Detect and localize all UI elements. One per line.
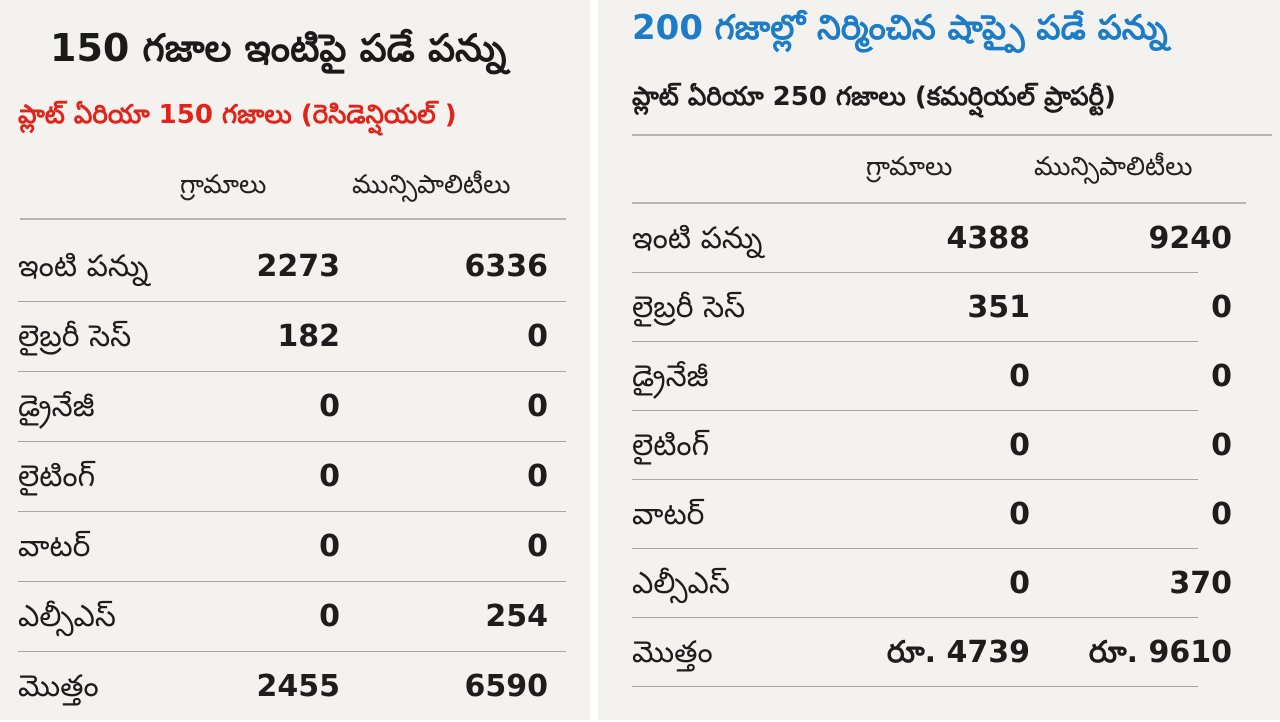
left-panel-subtitle: ప్లాట్ ఏరియా 150 గజాలు (రెసిడెన్షియల్ ) [18, 100, 457, 130]
row-label: డ్రైనేజీ [632, 359, 709, 394]
table-row: ఎల్సీఎస్ 0 254 [18, 582, 566, 652]
municipalities-value: 0 [527, 319, 548, 354]
villages-value: 0 [319, 529, 340, 564]
row-divider [18, 371, 566, 372]
row-divider [632, 341, 1198, 342]
row-divider [18, 651, 566, 652]
table-row: లైబ్రరీ సెస్ 351 0 [632, 273, 1232, 342]
table-row: ఇంటి పన్ను 2273 6336 [18, 232, 566, 302]
row-divider [18, 301, 566, 302]
left-col-municipalities-header: మున్సిపాలిటీలు [352, 170, 511, 200]
row-label: ఎల్సీఎస్ [18, 599, 116, 634]
table-row: మొత్తం 2455 6590 [18, 652, 566, 722]
residential-tax-panel: 150 గజాల ఇంటిపై పడే పన్ను ప్లాట్ ఏరియా 1… [0, 0, 590, 720]
row-label: ఎల్సీఎస్ [632, 566, 730, 601]
municipalities-value: 0 [527, 529, 548, 564]
row-divider [632, 410, 1198, 411]
municipalities-value: రూ. 9610 [1088, 635, 1232, 670]
villages-value: 351 [967, 290, 1030, 325]
municipalities-value: 9240 [1148, 221, 1233, 256]
left-panel-title: 150 గజాల ఇంటిపై పడే పన్ను [50, 26, 507, 70]
villages-value: 0 [319, 459, 340, 494]
right-header-rule [632, 202, 1246, 204]
villages-value: 0 [1009, 497, 1030, 532]
row-label: లైబ్రరీ సెస్ [18, 319, 132, 354]
row-label: లైబ్రరీ సెస్ [632, 290, 746, 325]
row-label: మొత్తం [18, 669, 99, 704]
row-label: మొత్తం [632, 635, 713, 670]
row-divider [632, 548, 1198, 549]
right-panel-subtitle: ప్లాట్ ఏరియా 250 గజాలు (కమర్షియల్ ప్రాపర… [632, 82, 1116, 112]
left-col-villages-header: గ్రామాలు [180, 170, 267, 200]
row-label: లైటింగ్ [18, 459, 96, 494]
right-subtitle-rule [632, 134, 1272, 136]
row-divider [632, 479, 1198, 480]
villages-value: 2455 [256, 669, 341, 704]
table-row: డ్రైనేజీ 0 0 [18, 372, 566, 442]
villages-value: 182 [277, 319, 340, 354]
right-panel-title: 200 గజాల్లో నిర్మించిన షాప్పై పడే పన్ను [632, 8, 1168, 48]
villages-value: రూ. 4739 [886, 635, 1030, 670]
table-row: లైబ్రరీ సెస్ 182 0 [18, 302, 566, 372]
row-divider [632, 686, 1198, 687]
row-divider [632, 272, 1198, 273]
municipalities-value: 254 [485, 599, 548, 634]
villages-value: 0 [319, 389, 340, 424]
municipalities-value: 370 [1169, 566, 1232, 601]
table-row: లైటింగ్ 0 0 [18, 442, 566, 512]
municipalities-value: 6590 [464, 669, 549, 704]
table-row: వాటర్ 0 0 [18, 512, 566, 582]
municipalities-value: 0 [1211, 359, 1232, 394]
table-row: డ్రైనేజీ 0 0 [632, 342, 1232, 411]
villages-value: 0 [1009, 359, 1030, 394]
table-row: లైటింగ్ 0 0 [632, 411, 1232, 480]
table-row: మొత్తం రూ. 4739 రూ. 9610 [632, 618, 1232, 687]
right-col-villages-header: గ్రామాలు [866, 152, 953, 182]
row-label: లైటింగ్ [632, 428, 710, 463]
row-divider [18, 441, 566, 442]
commercial-tax-panel: 200 గజాల్లో నిర్మించిన షాప్పై పడే పన్ను … [598, 0, 1280, 720]
row-divider [18, 511, 566, 512]
villages-value: 0 [1009, 566, 1030, 601]
row-divider [18, 581, 566, 582]
villages-value: 0 [319, 599, 340, 634]
municipalities-value: 0 [1211, 428, 1232, 463]
row-label: ఇంటి పన్ను [18, 249, 149, 284]
row-label: ఇంటి పన్ను [632, 221, 763, 256]
row-label: వాటర్ [632, 497, 705, 532]
municipalities-value: 0 [1211, 290, 1232, 325]
municipalities-value: 6336 [464, 249, 549, 284]
right-col-municipalities-header: మున్సిపాలిటీలు [1034, 152, 1193, 182]
row-label: వాటర్ [18, 529, 91, 564]
row-divider [632, 617, 1198, 618]
table-row: ఎల్సీఎస్ 0 370 [632, 549, 1232, 618]
table-row: వాటర్ 0 0 [632, 480, 1232, 549]
table-row: ఇంటి పన్ను 4388 9240 [632, 204, 1232, 273]
villages-value: 2273 [256, 249, 341, 284]
row-label: డ్రైనేజీ [18, 389, 95, 424]
villages-value: 0 [1009, 428, 1030, 463]
municipalities-value: 0 [1211, 497, 1232, 532]
left-header-rule [20, 218, 566, 220]
municipalities-value: 0 [527, 459, 548, 494]
municipalities-value: 0 [527, 389, 548, 424]
villages-value: 4388 [946, 221, 1031, 256]
